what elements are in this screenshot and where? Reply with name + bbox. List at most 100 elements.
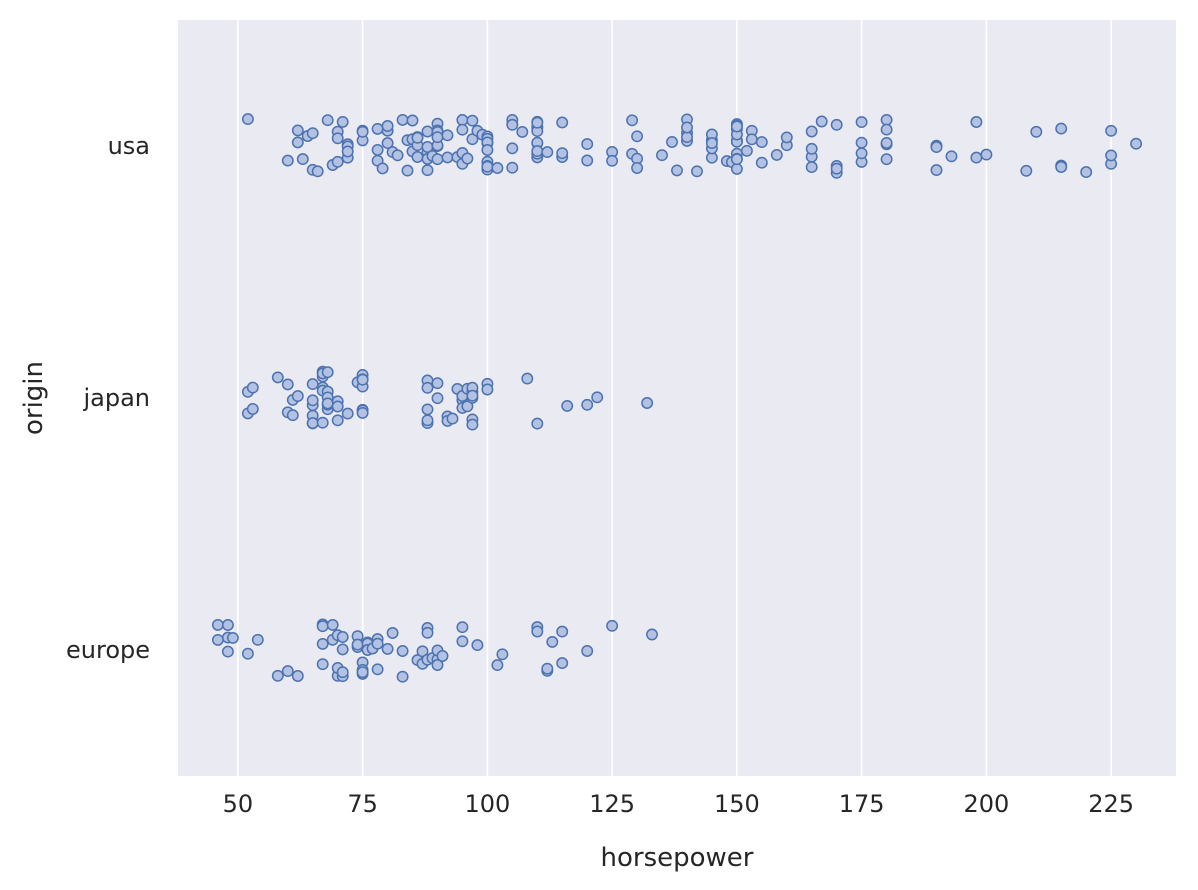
data-point (521, 372, 534, 385)
data-point (880, 136, 893, 149)
data-point (681, 121, 693, 134)
data-point (281, 665, 294, 678)
data-point (376, 162, 389, 175)
data-point (421, 164, 434, 177)
data-point (271, 669, 284, 682)
data-point (491, 162, 504, 174)
data-point (351, 638, 364, 651)
data-point (446, 412, 459, 425)
data-point (381, 137, 394, 150)
data-point (496, 648, 509, 661)
data-point (336, 643, 349, 656)
data-point (646, 628, 658, 641)
x-axis-ticks: 50 75 100 125 150 175 200 225 (223, 790, 1134, 818)
data-point (371, 663, 384, 676)
data-point (581, 138, 594, 151)
data-point (371, 143, 384, 156)
data-point (626, 114, 639, 127)
data-point (396, 113, 409, 126)
data-point (770, 148, 783, 161)
data-point (830, 118, 843, 131)
data-point (556, 625, 569, 638)
data-point (705, 137, 718, 150)
data-point (930, 141, 943, 154)
data-point (506, 118, 519, 131)
data-point (371, 637, 384, 650)
x-axis-label: horsepower (601, 843, 754, 873)
data-point (221, 645, 234, 658)
data-point (1080, 166, 1093, 179)
data-point (251, 633, 264, 646)
data-point (291, 670, 304, 682)
data-point (506, 161, 519, 174)
y-tick-label: europe (66, 636, 150, 664)
data-point (331, 414, 344, 427)
data-point (466, 418, 479, 431)
data-point (581, 154, 594, 167)
y-tick-label: japan (82, 384, 150, 412)
data-point (1055, 122, 1068, 135)
data-point (631, 130, 644, 143)
data-point (880, 113, 893, 126)
data-point (421, 414, 434, 427)
data-point (471, 639, 484, 652)
data-point (855, 147, 868, 160)
data-point (321, 397, 334, 410)
data-point (316, 658, 329, 671)
data-point (336, 115, 349, 128)
data-point (391, 149, 404, 162)
data-point (291, 390, 304, 403)
data-point (326, 618, 339, 631)
data-point (541, 662, 554, 675)
data-point (211, 618, 224, 631)
data-point (970, 116, 983, 128)
data-point (421, 381, 434, 394)
data-point (431, 377, 444, 390)
y-tick-label: usa (108, 132, 150, 160)
data-point (296, 153, 309, 166)
data-point (241, 647, 254, 660)
data-point (461, 152, 474, 165)
data-point (481, 144, 494, 156)
data-point (780, 131, 793, 144)
data-point (336, 666, 349, 679)
data-point (411, 151, 424, 163)
data-point (321, 114, 334, 127)
data-point (311, 165, 324, 178)
series-japan (241, 365, 654, 431)
data-point (740, 144, 753, 157)
data-point (755, 156, 768, 169)
x-tick-label: 225 (1088, 790, 1134, 818)
data-point (381, 642, 394, 655)
data-point (506, 142, 519, 155)
data-point (281, 154, 294, 167)
data-point (481, 160, 494, 173)
data-point (316, 416, 329, 429)
data-point (291, 124, 304, 137)
data-point (730, 162, 743, 175)
data-point (406, 114, 419, 127)
data-point (456, 621, 469, 634)
data-point (396, 645, 409, 657)
data-point (331, 400, 344, 413)
data-point (531, 116, 544, 129)
data-point (1105, 124, 1118, 137)
data-point (461, 400, 474, 413)
data-points (211, 113, 1143, 683)
data-point (371, 122, 384, 135)
data-point (671, 164, 683, 177)
data-point (805, 161, 818, 174)
data-point (456, 123, 469, 136)
data-point (306, 127, 319, 140)
data-point (1055, 161, 1068, 173)
data-point (606, 619, 619, 632)
x-tick-label: 75 (347, 790, 378, 818)
x-tick-label: 50 (223, 790, 254, 818)
data-point (1130, 137, 1143, 150)
data-point (431, 392, 444, 405)
data-point (815, 115, 828, 128)
data-point (880, 123, 893, 136)
data-point (441, 129, 454, 142)
data-point (581, 398, 594, 411)
data-point (381, 120, 394, 132)
